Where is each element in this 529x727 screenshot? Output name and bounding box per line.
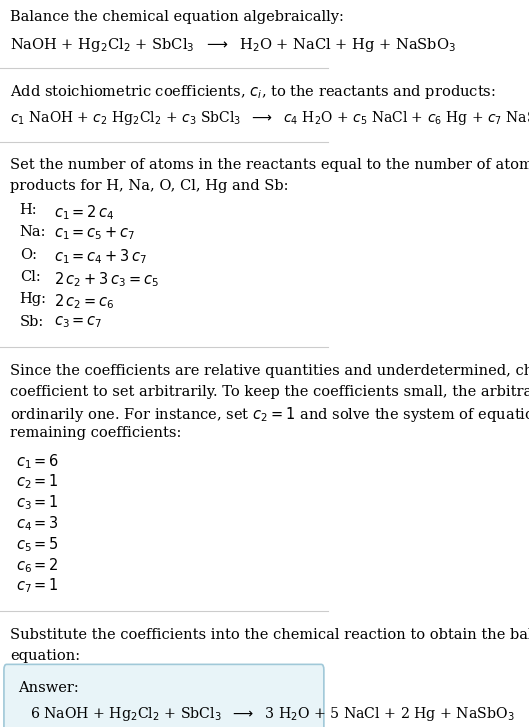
Text: $c_1 = 6$: $c_1 = 6$ [16, 452, 60, 470]
Text: $c_4 = 3$: $c_4 = 3$ [16, 515, 59, 533]
Text: $c_1$ NaOH + $c_2$ Hg$_2$Cl$_2$ + $c_3$ SbCl$_3$  $\longrightarrow$  $c_4$ H$_2$: $c_1$ NaOH + $c_2$ Hg$_2$Cl$_2$ + $c_3$ … [10, 109, 529, 127]
Text: $c_1 = c_5 + c_7$: $c_1 = c_5 + c_7$ [54, 225, 135, 242]
Text: 6 NaOH + Hg$_2$Cl$_2$ + SbCl$_3$  $\longrightarrow$  3 H$_2$O + 5 NaCl + 2 Hg + : 6 NaOH + Hg$_2$Cl$_2$ + SbCl$_3$ $\longr… [30, 705, 514, 723]
Text: equation:: equation: [10, 648, 80, 663]
Text: Na:: Na: [20, 225, 46, 239]
Text: O:: O: [20, 248, 37, 262]
Text: Cl:: Cl: [20, 270, 40, 284]
Text: Answer:: Answer: [18, 680, 79, 695]
Text: $c_1 = c_4 + 3\,c_7$: $c_1 = c_4 + 3\,c_7$ [54, 248, 148, 267]
Text: ordinarily one. For instance, set $c_2 = 1$ and solve the system of equations fo: ordinarily one. For instance, set $c_2 =… [10, 406, 529, 425]
Text: $c_5 = 5$: $c_5 = 5$ [16, 535, 59, 554]
Text: products for H, Na, O, Cl, Hg and Sb:: products for H, Na, O, Cl, Hg and Sb: [10, 179, 288, 193]
Text: $c_1 = 2\,c_4$: $c_1 = 2\,c_4$ [54, 203, 115, 222]
Text: $c_7 = 1$: $c_7 = 1$ [16, 577, 59, 595]
Text: NaOH + Hg$_2$Cl$_2$ + SbCl$_3$  $\longrightarrow$  H$_2$O + NaCl + Hg + NaSbO$_3: NaOH + Hg$_2$Cl$_2$ + SbCl$_3$ $\longrig… [10, 36, 456, 54]
Text: coefficient to set arbitrarily. To keep the coefficients small, the arbitrary va: coefficient to set arbitrarily. To keep … [10, 385, 529, 398]
Text: Add stoichiometric coefficients, $c_i$, to the reactants and products:: Add stoichiometric coefficients, $c_i$, … [10, 84, 496, 101]
Text: Balance the chemical equation algebraically:: Balance the chemical equation algebraica… [10, 10, 344, 24]
Text: $2\,c_2 + 3\,c_3 = c_5$: $2\,c_2 + 3\,c_3 = c_5$ [54, 270, 159, 289]
Text: $2\,c_2 = c_6$: $2\,c_2 = c_6$ [54, 292, 115, 311]
Text: $c_3 = c_7$: $c_3 = c_7$ [54, 315, 103, 331]
FancyBboxPatch shape [4, 664, 324, 727]
Text: Sb:: Sb: [20, 315, 44, 329]
Text: H:: H: [20, 203, 37, 217]
Text: Since the coefficients are relative quantities and underdetermined, choose a: Since the coefficients are relative quan… [10, 364, 529, 378]
Text: $c_6 = 2$: $c_6 = 2$ [16, 556, 59, 574]
Text: Hg:: Hg: [20, 292, 47, 306]
Text: remaining coefficients:: remaining coefficients: [10, 426, 181, 441]
Text: $c_2 = 1$: $c_2 = 1$ [16, 473, 59, 491]
Text: Set the number of atoms in the reactants equal to the number of atoms in the: Set the number of atoms in the reactants… [10, 158, 529, 172]
Text: $c_3 = 1$: $c_3 = 1$ [16, 494, 59, 513]
Text: Substitute the coefficients into the chemical reaction to obtain the balanced: Substitute the coefficients into the che… [10, 628, 529, 642]
